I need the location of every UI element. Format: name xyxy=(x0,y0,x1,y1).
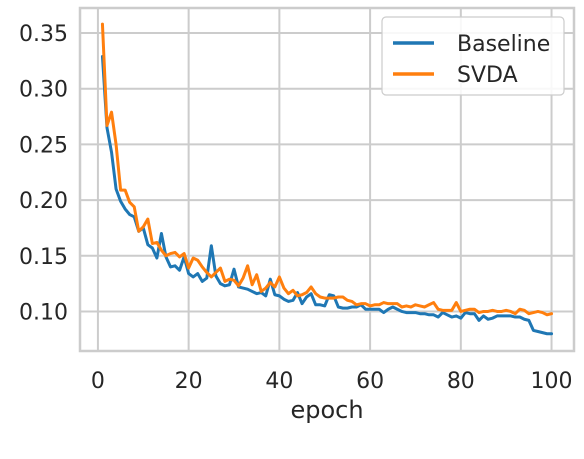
legend-label-svda: SVDA xyxy=(457,63,518,88)
y-tick-label: 0.10 xyxy=(19,300,68,325)
x-axis-label: epoch xyxy=(290,396,363,424)
x-tick-label: 0 xyxy=(91,369,105,394)
x-tick-label: 60 xyxy=(356,369,384,394)
y-tick-label: 0.15 xyxy=(19,245,68,270)
series-line-baseline xyxy=(100,54,554,336)
y-tick-label: 0.20 xyxy=(19,189,68,214)
x-tick-labels: 0 20 40 60 80 100 xyxy=(91,369,573,394)
y-tick-label: 0.30 xyxy=(19,78,68,103)
plot-frame xyxy=(78,6,576,353)
y-tick-labels: 0.10 0.15 0.20 0.25 0.30 0.35 xyxy=(19,22,68,325)
series-line-svda xyxy=(100,22,554,317)
x-tick-label: 40 xyxy=(265,369,293,394)
x-tick-label: 20 xyxy=(175,369,203,394)
legend-label-baseline: Baseline xyxy=(457,32,550,57)
legend: Baseline SVDA xyxy=(381,16,565,96)
x-tick-label: 100 xyxy=(531,369,573,394)
y-tick-label: 0.35 xyxy=(19,22,68,47)
x-tick-label: 80 xyxy=(447,369,475,394)
series-lines xyxy=(100,22,554,336)
y-tick-label: 0.25 xyxy=(19,133,68,158)
